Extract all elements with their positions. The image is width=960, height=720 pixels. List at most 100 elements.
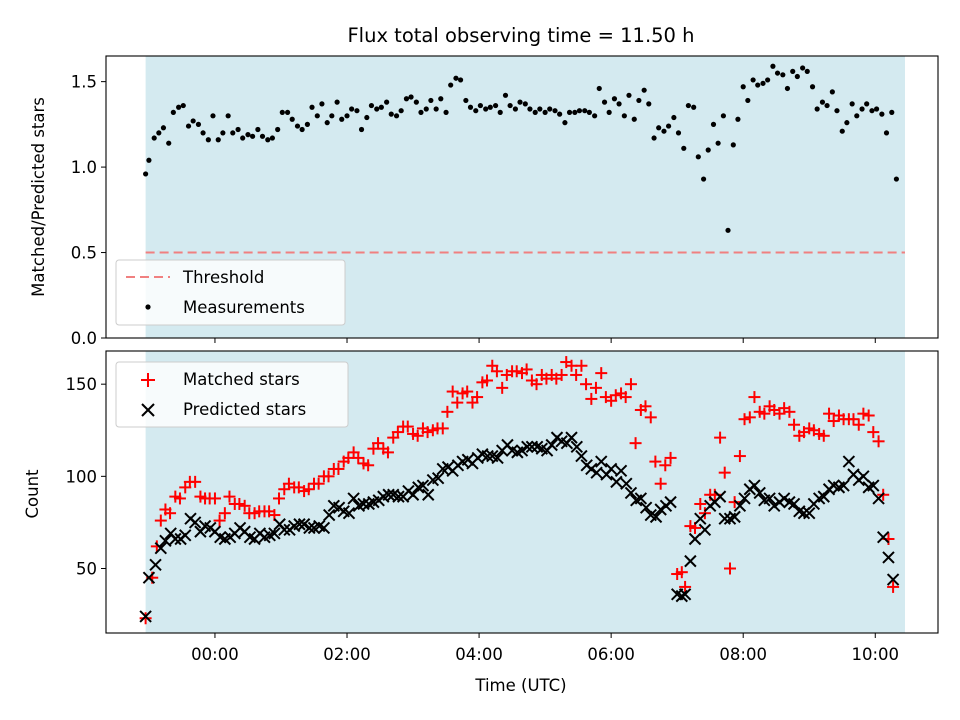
matched-star-point [718,466,731,479]
measurement-point [477,102,483,109]
measurement-point [572,109,578,115]
measurement-point [636,97,642,104]
x-tick-label: 10:00 [851,645,899,664]
measurement-point [804,68,810,74]
measurement-point [190,118,196,124]
measurement-point [814,106,820,112]
matched-star-point [520,363,533,376]
measurement-point [790,68,796,74]
y-tick-label: 100 [66,467,98,486]
measurement-point [606,109,612,115]
predicted-star-point [521,440,534,454]
x-tick-label: 08:00 [719,645,767,664]
measurement-point [774,70,781,76]
top-y-axis-label: Matched/Predicted stars [29,97,48,297]
matched-star-point [441,405,454,418]
predicted-star-point [491,451,504,465]
matched-star-point [748,391,761,404]
measurement-point [403,96,410,102]
measurement-point [765,77,771,83]
measurement-point [492,102,499,109]
measurement-point [269,135,275,141]
matched-star-point [461,385,474,398]
measurement-point [428,97,434,104]
matched-star-point [510,365,523,378]
measurement-point [720,113,726,119]
measurement-point [448,82,454,88]
measurement-point [596,85,602,92]
measurement-point [646,101,652,107]
predicted-star-point [154,542,168,555]
matched-star-point [421,426,434,439]
measurement-point [517,99,523,105]
matched-star-point [372,437,385,450]
matched-star-point [624,378,637,391]
predicted-star-point [431,471,445,485]
measurement-point [611,96,618,102]
matched-star-point [273,492,286,505]
measurement-point [562,120,568,126]
predicted-star-point [777,492,791,505]
measurement-point [473,108,479,114]
predicted-star-point [317,521,331,535]
predicted-star-point [748,479,761,492]
predicted-star-point [139,610,152,623]
predicted-star-point [322,508,336,522]
matched-star-point [233,497,246,510]
legend-predicted-swatch [141,403,155,417]
measurement-point [344,113,350,119]
predicted-star-point [278,523,291,536]
measurement-point [512,106,518,112]
predicted-star-point [515,444,529,457]
measurement-point [329,113,335,119]
measurement-point [151,135,157,141]
measurement-point [294,123,301,129]
x-tick-label: 04:00 [455,645,503,664]
measurement-point [883,130,890,136]
matched-star-point [649,455,662,468]
measurement-point [160,125,167,131]
matched-star-point [570,368,583,381]
matched-star-point [724,562,736,575]
matched-stars-series [139,356,900,625]
predicted-star-point [688,532,702,546]
measurement-point [309,104,315,110]
predicted-star-point [357,497,370,511]
measurement-point [770,63,776,69]
matched-star-point [218,507,231,520]
x-axis-label: Time (UTC) [474,676,566,695]
measurement-point [265,137,271,143]
predicted-star-point [570,440,584,454]
predicted-star-point [718,512,731,525]
matched-star-point [436,422,449,435]
measurement-point [374,106,380,112]
measurement-point [319,101,325,107]
measurement-point [220,130,226,136]
measurement-point [552,108,558,114]
top-panel: 0.0 0.5 1.0 1.5 Matched/Predicted stars Thr… [29,55,939,348]
measurement-point [864,101,870,107]
top-legend-frame [115,259,346,326]
predicted-star-point [610,475,623,489]
predicted-star-point [590,466,603,479]
measurement-point [582,108,588,114]
matched-star-point [411,429,424,442]
matched-star-point [139,612,152,625]
measurement-point [631,116,637,122]
predicted-star-point [159,534,172,548]
bottom-plot-frame [105,350,939,634]
predicted-star-point [481,449,494,463]
measurement-point [438,96,444,102]
matched-star-point [738,413,751,426]
measurement-point [205,137,211,143]
legend-matched-swatch [141,373,155,387]
predicted-star-point [728,510,741,524]
measurement-point [740,84,746,90]
measurement-point [364,114,370,121]
y-tick-label: 0.5 [71,244,97,263]
y-tick-label: 50 [76,559,97,578]
matched-star-point [654,477,667,490]
measurement-point [735,116,741,122]
measurement-point [457,77,464,83]
